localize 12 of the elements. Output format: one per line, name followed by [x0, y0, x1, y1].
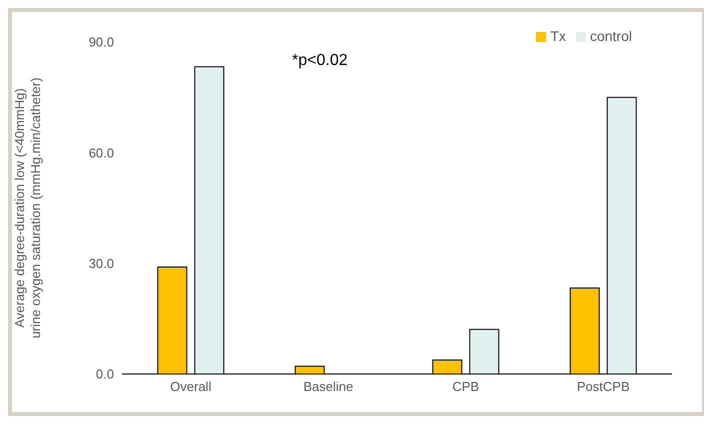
x-tick-label: PostCPB — [576, 379, 630, 394]
legend-label: control — [590, 28, 632, 44]
legend-label: Tx — [550, 28, 566, 44]
x-tick-label: CPB — [452, 379, 480, 394]
y-axis-title: Average degree-duration low (<40mmHg) urine oxygen saturation (mmHg.min/catheter) — [12, 78, 43, 338]
x-tick-label: Baseline — [303, 379, 354, 394]
y-tick-label: 90.0 — [88, 34, 114, 50]
y-tick-label: 30.0 — [88, 256, 114, 271]
x-tick-label: Overall — [170, 379, 212, 394]
y-tick-label: 60.0 — [88, 145, 114, 160]
y-tick-label: 0.0 — [96, 366, 114, 382]
annotation: *p<0.02 — [292, 52, 348, 70]
